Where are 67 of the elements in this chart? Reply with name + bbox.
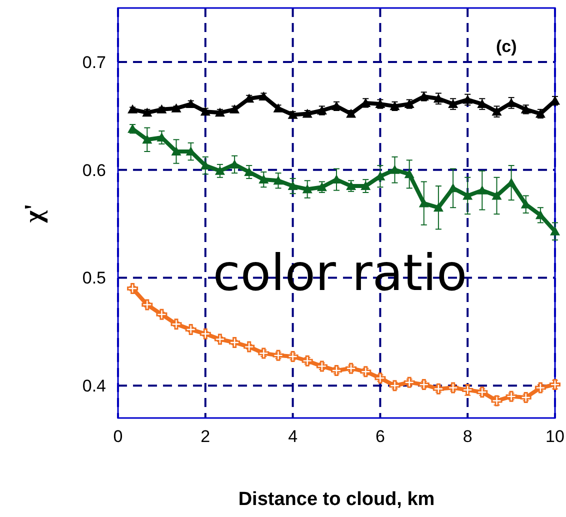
x-tick-label: 10 — [546, 427, 564, 446]
point — [492, 190, 502, 200]
point — [550, 226, 560, 236]
point — [332, 174, 342, 184]
point — [285, 349, 300, 364]
x-tick-label: 2 — [200, 427, 210, 446]
point — [302, 108, 312, 118]
point — [171, 103, 182, 112]
point — [214, 108, 225, 117]
annotation: (c) — [496, 37, 517, 56]
point — [372, 370, 388, 386]
point — [200, 160, 210, 170]
point — [346, 108, 356, 118]
point — [448, 183, 458, 192]
point — [214, 166, 225, 175]
point — [140, 297, 155, 312]
point — [302, 184, 312, 194]
point — [532, 380, 548, 396]
point — [258, 174, 269, 184]
y-tick-label: 0.6 — [82, 160, 106, 180]
x-axis-title: Distance to cloud, km — [238, 489, 435, 510]
point — [433, 202, 444, 212]
point — [273, 176, 284, 185]
point — [387, 378, 402, 394]
point — [390, 164, 400, 174]
point — [168, 316, 184, 332]
x-tick-label: 6 — [375, 427, 385, 446]
point — [288, 181, 298, 190]
point — [535, 210, 546, 220]
point — [256, 346, 272, 361]
point — [142, 134, 152, 144]
y-tick-label: 0.4 — [82, 376, 106, 396]
point — [462, 94, 473, 104]
y-axis-title: χ' — [19, 203, 48, 224]
point — [212, 332, 228, 347]
point — [462, 190, 473, 200]
point — [314, 358, 330, 374]
point — [270, 348, 286, 363]
point — [489, 393, 504, 408]
point — [156, 104, 167, 114]
point — [418, 198, 429, 208]
point — [518, 390, 534, 405]
x-tick-label: 4 — [288, 427, 298, 446]
point — [430, 381, 446, 396]
point — [433, 94, 444, 103]
point — [186, 99, 196, 108]
y-tick-label: 0.5 — [82, 268, 106, 288]
x-tick-label: 8 — [462, 427, 472, 446]
point — [360, 181, 371, 190]
point — [504, 388, 519, 404]
point — [128, 104, 138, 114]
point — [171, 146, 182, 156]
point — [242, 339, 257, 354]
point — [358, 364, 374, 380]
point — [200, 106, 210, 116]
y-tick-label: 0.7 — [82, 52, 106, 72]
point — [477, 185, 488, 194]
point — [142, 108, 152, 117]
x-tick-label: 0 — [113, 427, 123, 446]
point — [402, 374, 417, 390]
point — [154, 306, 170, 322]
point — [446, 380, 461, 396]
point — [344, 360, 359, 376]
point — [198, 326, 213, 342]
point — [404, 169, 414, 178]
point — [474, 384, 490, 400]
point — [300, 353, 315, 368]
